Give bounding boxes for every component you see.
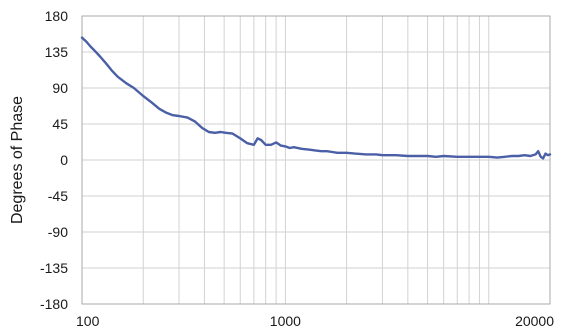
y-tick-label-0: 180 bbox=[45, 8, 69, 24]
y-tick-label-3: 45 bbox=[52, 116, 68, 132]
x-tick-label-1: 1000 bbox=[270, 313, 301, 329]
y-tick-label-4: 0 bbox=[60, 152, 68, 168]
y-tick-label-8: -180 bbox=[40, 296, 68, 312]
y-tick-label-1: 135 bbox=[45, 44, 69, 60]
y-tick-label-5: -45 bbox=[48, 188, 68, 204]
x-tick-label-2: 20000 bbox=[515, 313, 554, 329]
y-axis-title: Degrees of Phase bbox=[9, 96, 26, 224]
y-tick-label-7: -135 bbox=[40, 260, 68, 276]
y-tick-label-2: 90 bbox=[52, 80, 68, 96]
y-tick-label-6: -90 bbox=[48, 224, 68, 240]
x-tick-label-0: 100 bbox=[76, 313, 100, 329]
